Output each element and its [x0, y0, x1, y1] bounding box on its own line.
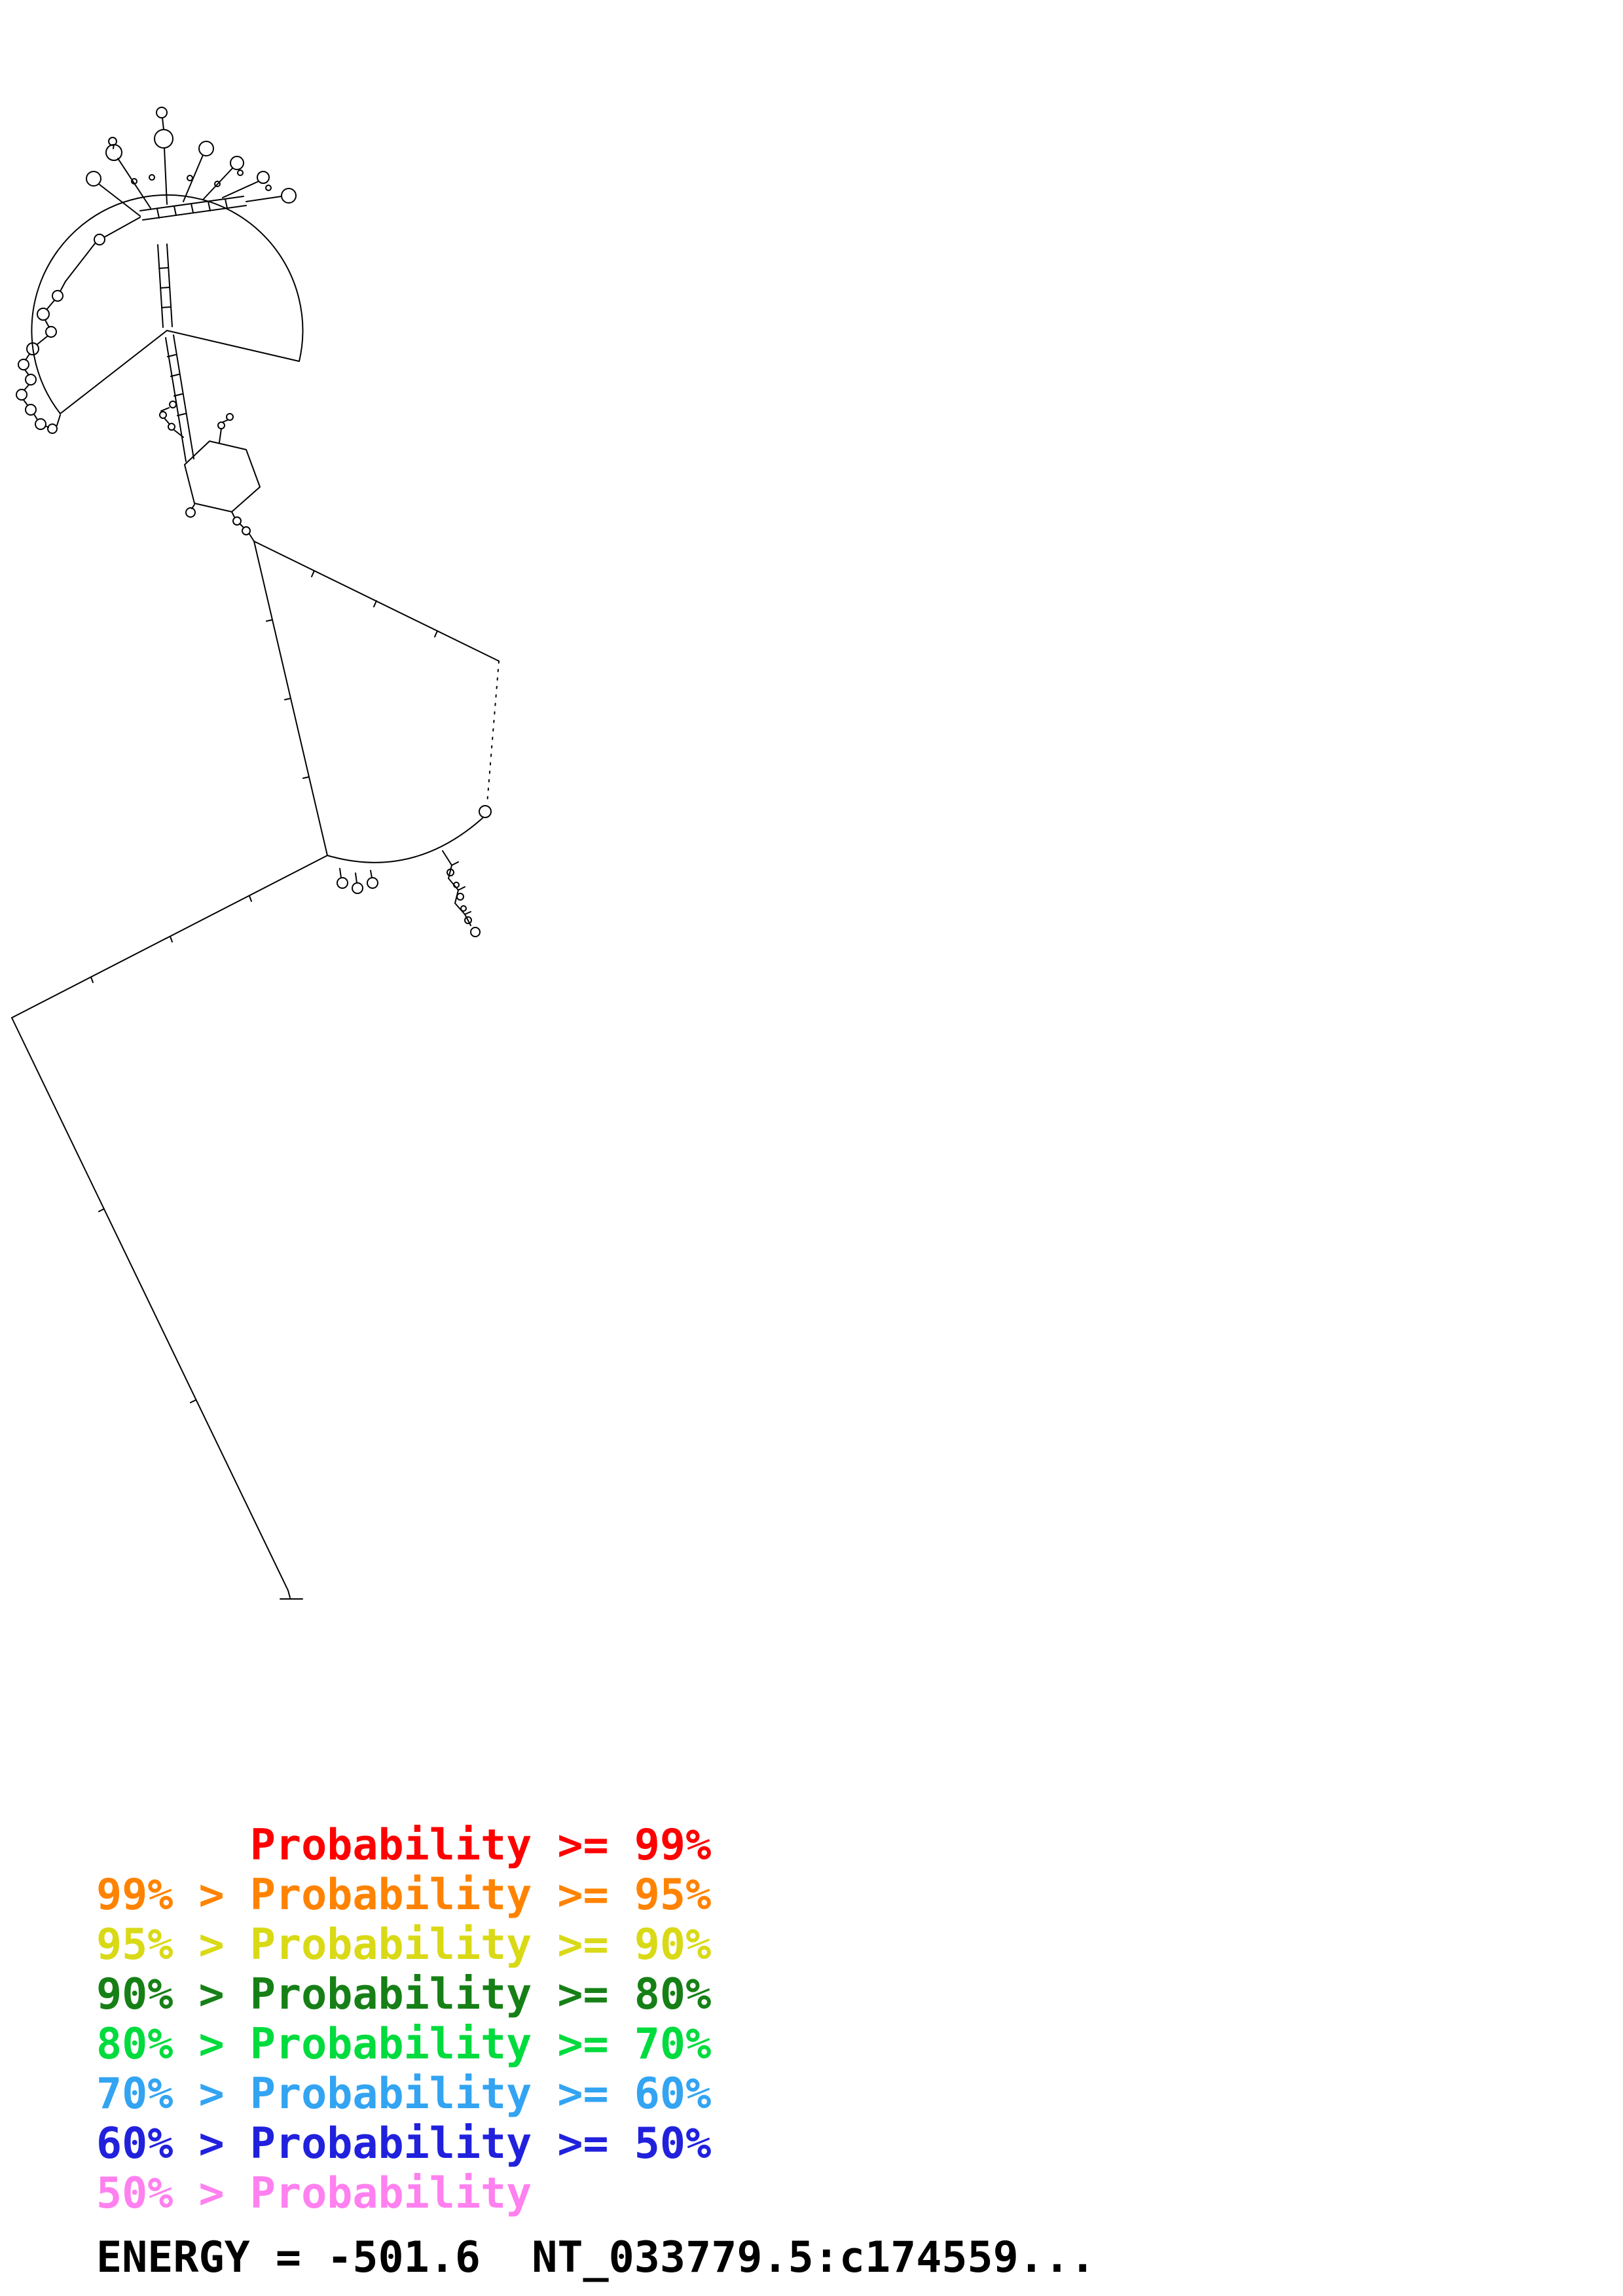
pentagon-decorations: [159, 401, 234, 518]
legend-row-70: 80% > Probability >= 70%: [96, 2020, 712, 2069]
probability-legend: Probability >= 99% 99% > Probability >= …: [96, 1821, 711, 2219]
legend-row-80: 90% > Probability >= 80%: [96, 1970, 712, 2019]
legend-row-50: 60% > Probability >= 50%: [96, 2119, 712, 2168]
rna-structure: [11, 107, 500, 1600]
strand-end-tick: [280, 1590, 303, 1600]
long-connector-lines: [11, 855, 328, 1591]
cluster-rail-helix: [139, 196, 247, 221]
legend-row-60: 70% > Probability >= 60%: [96, 2070, 712, 2119]
pentagon-to-junction-chain: [231, 511, 255, 542]
pentagon-loop: [184, 440, 261, 512]
energy-label: ENERGY = -501.6 NT_033779.5:c174559...: [96, 2233, 1096, 2282]
stem-to-cluster: [157, 243, 173, 328]
left-strand-loop: [94, 234, 105, 245]
legend-row-below-50: 50% > Probability: [96, 2169, 532, 2218]
cluster-left-strand: [65, 217, 141, 282]
exterior-loop-radii: [60, 330, 300, 414]
stem-to-pentagon: [165, 334, 194, 462]
left-nucleotide-chain: [16, 281, 66, 434]
branch-stem-loop: [442, 850, 481, 937]
big-interior-loop: [253, 541, 500, 894]
legend-row-95: 99% > Probability >= 95%: [96, 1871, 712, 1920]
legend-row-90: 95% > Probability >= 90%: [96, 1920, 712, 1969]
legend-row-99: Probability >= 99%: [96, 1821, 712, 1870]
exterior-loop-arc: [31, 194, 304, 414]
cluster-terminal-loops: [86, 107, 297, 204]
